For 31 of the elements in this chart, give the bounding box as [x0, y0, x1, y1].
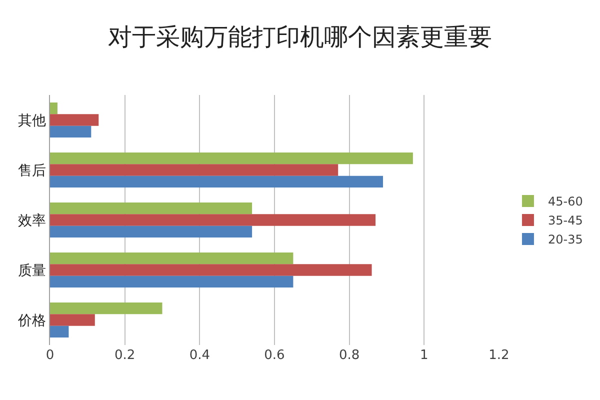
x-tick-label: 0.2 [114, 348, 136, 363]
y-tick-label: 效率 [18, 212, 46, 229]
bar [50, 326, 69, 338]
y-tick-label: 其他 [18, 112, 46, 129]
legend-label: 20-35 [548, 232, 583, 247]
x-tick-label: 0.6 [264, 348, 285, 363]
bar [50, 276, 294, 288]
bar [50, 214, 376, 226]
bar [50, 264, 372, 276]
bar [50, 226, 252, 238]
bar [50, 202, 252, 214]
bar [50, 114, 99, 126]
legend-label: 45-60 [548, 194, 583, 209]
x-tick-label: 0.4 [189, 348, 210, 363]
bar [50, 102, 58, 114]
chart-title: 对于采购万能打印机哪个因素更重要 [108, 22, 492, 51]
legend-label: 35-45 [548, 214, 583, 228]
y-tick-label: 售后 [18, 162, 46, 179]
x-tick-label: 0.8 [338, 348, 360, 363]
bar [50, 164, 338, 176]
bar [50, 302, 162, 314]
bar [50, 252, 294, 264]
bar [50, 314, 95, 326]
x-tick-label: 1.2 [488, 348, 510, 363]
x-tick-label: 1 [420, 348, 428, 363]
x-tick-label: 0 [46, 348, 54, 363]
bar [50, 126, 92, 138]
bar [50, 152, 413, 164]
bar [50, 176, 384, 188]
y-tick-label: 价格 [17, 312, 46, 329]
y-tick-label: 质量 [18, 262, 46, 279]
